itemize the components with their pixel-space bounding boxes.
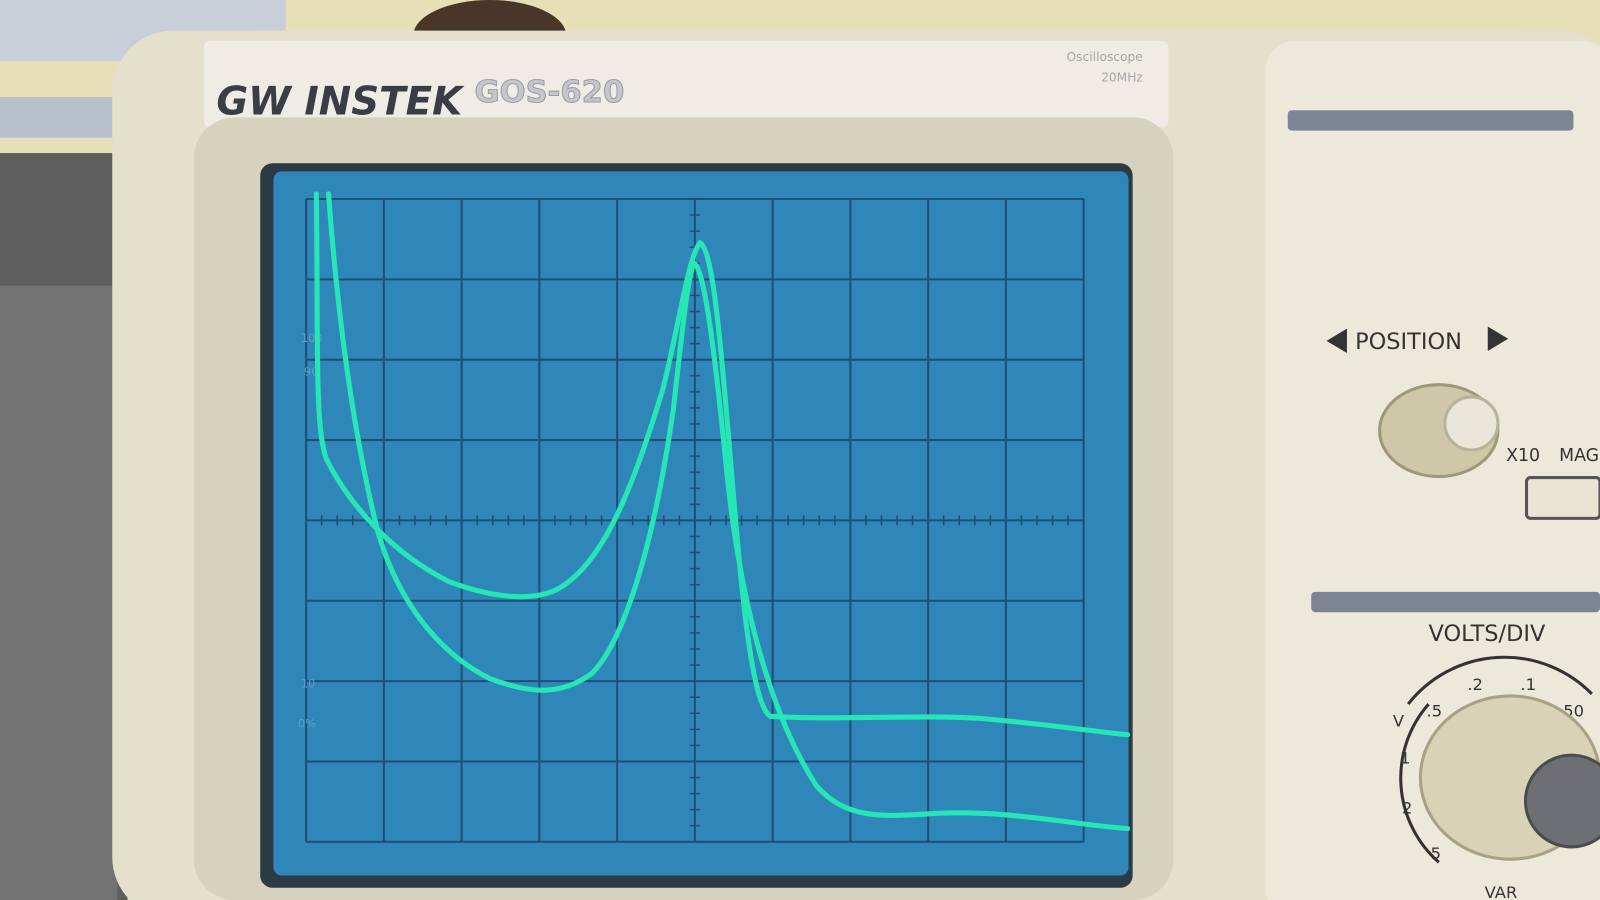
position-label: POSITION xyxy=(1355,329,1462,355)
left-device-front xyxy=(0,285,118,900)
dial-label: .1 xyxy=(1520,675,1536,694)
trace xyxy=(326,191,1131,832)
dial-arc xyxy=(1406,655,1593,706)
model: GOS-620 xyxy=(474,75,624,110)
screen xyxy=(273,171,1129,876)
dial-label: .2 xyxy=(1467,675,1483,694)
mag-label: MAG xyxy=(1559,446,1599,466)
var-label: VAR xyxy=(1485,883,1518,900)
screen-label: 90 xyxy=(304,366,318,379)
arrow-right xyxy=(1487,326,1509,352)
trace xyxy=(313,191,1131,738)
panel-bar xyxy=(1287,110,1574,131)
shelf xyxy=(0,96,133,138)
knob-cap xyxy=(1443,395,1500,452)
graticule xyxy=(305,197,1085,843)
mag-switch[interactable] xyxy=(1524,476,1600,520)
dial-label: 1 xyxy=(1400,748,1410,767)
arrow-left xyxy=(1326,328,1347,354)
volts-div-label: VOLTS/DIV xyxy=(1429,621,1546,647)
dial-label: 5 xyxy=(1431,844,1441,863)
label-strip xyxy=(204,40,1169,128)
dial-arc xyxy=(1399,703,1440,864)
screen-label: 0% xyxy=(298,718,316,731)
screen-label: 10 xyxy=(301,678,315,691)
x10-label: X10 xyxy=(1506,446,1540,466)
panel-bar xyxy=(1311,591,1600,613)
brand: GW INSTEK xyxy=(216,79,465,124)
subtitle: 20MHz xyxy=(1101,71,1143,85)
subtitle: Oscilloscope xyxy=(1067,50,1143,64)
dial-label: 2 xyxy=(1402,798,1412,817)
dial-label: .5 xyxy=(1427,701,1443,720)
dial-label: V xyxy=(1393,712,1405,731)
var-knob xyxy=(1523,753,1600,849)
